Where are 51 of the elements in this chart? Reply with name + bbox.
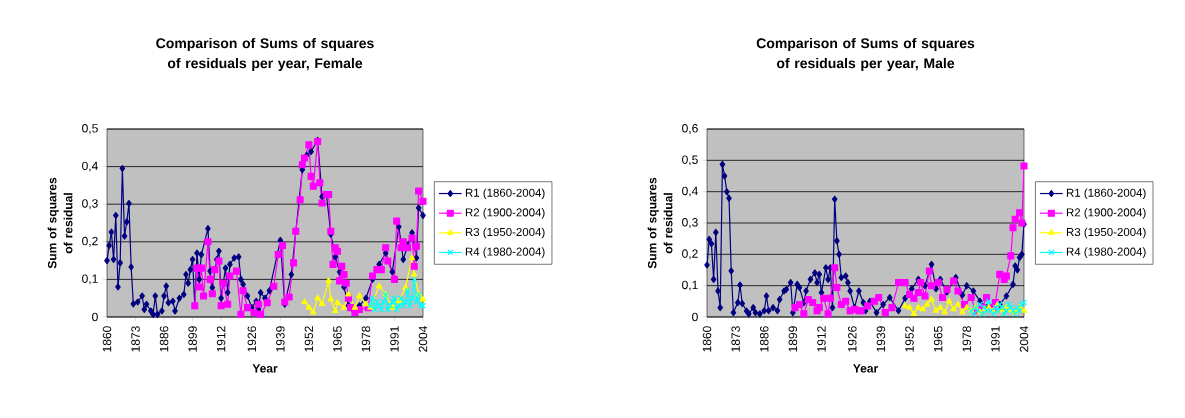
y-tick-label: 0,5 (82, 124, 98, 134)
y-tick-label: 0,5 (682, 155, 698, 166)
chart-title: Comparison of Sums of squares of residuals per year, Male (756, 37, 975, 71)
x-tick-label: 1965 (333, 326, 342, 352)
legend-label: R2 (1900-2004) (465, 208, 545, 219)
x-tick-label: 1873 (131, 326, 140, 352)
x-tick-label: 1860 (702, 326, 712, 352)
y-tick-label: 0,4 (682, 186, 698, 197)
y-tick-label: 0,6 (682, 124, 698, 134)
x-axis-title: Year (252, 364, 278, 373)
x-tick-label: 1912 (216, 326, 226, 352)
y-axis-title: Sum of squares of residual (47, 177, 73, 269)
y-tick-label: 0 (92, 312, 98, 322)
y-tick-label: 0,3 (682, 218, 698, 228)
x-tick-label: 1952 (304, 326, 314, 352)
legend-label: R1 (1860-2004) (1066, 188, 1146, 200)
x-tick-label: 1965 (933, 326, 943, 352)
legend-label: R4 (1980-2004) (1066, 247, 1146, 258)
x-tick-label: 1978 (962, 326, 972, 352)
x-tick-label: 1991 (390, 326, 399, 352)
x-tick-label: 2004 (418, 326, 428, 352)
x-axis-title: Year (853, 364, 879, 373)
x-tick-label: 1926 (247, 326, 257, 352)
x-tick-label: 1912 (817, 326, 826, 352)
y-tick-label: 0 (692, 312, 698, 322)
legend-label: R3 (1950-2004) (1066, 227, 1146, 239)
x-tick-label: 1886 (759, 326, 769, 352)
y-tick-label: 0,3 (82, 199, 98, 210)
chart-title: Comparison of Sums of squares of residuals per year, Female (156, 37, 374, 71)
x-tick-label: 1991 (991, 326, 1000, 352)
x-tick-label: 1873 (731, 326, 740, 352)
y-tick-label: 0,2 (82, 236, 98, 247)
x-tick-label: 1860 (102, 326, 112, 352)
legend-label: R4 (1980-2004) (465, 247, 545, 258)
x-tick-label: 2004 (1019, 326, 1029, 352)
x-tick-label: 1952 (905, 326, 914, 352)
x-tick-label: 1899 (188, 326, 197, 352)
y-tick-label: 0,1 (682, 280, 698, 291)
x-tick-label: 1939 (876, 326, 886, 352)
legend-label: R1 (1860-2004) (465, 188, 545, 200)
legend-label: R3 (1950-2004) (465, 227, 545, 239)
x-tick-label: 1978 (361, 326, 371, 352)
x-tick-label: 1939 (276, 326, 285, 352)
x-tick-label: 1926 (848, 326, 857, 352)
y-tick-label: 0,1 (82, 274, 98, 285)
y-axis-title: Sum of squares of residual (647, 177, 673, 269)
x-tick-label: 1886 (159, 326, 169, 352)
x-tick-label: 1899 (788, 326, 798, 352)
y-tick-label: 0,2 (682, 249, 698, 260)
legend-label: R2 (1900-2004) (1066, 208, 1146, 219)
y-tick-label: 0,4 (82, 161, 98, 172)
